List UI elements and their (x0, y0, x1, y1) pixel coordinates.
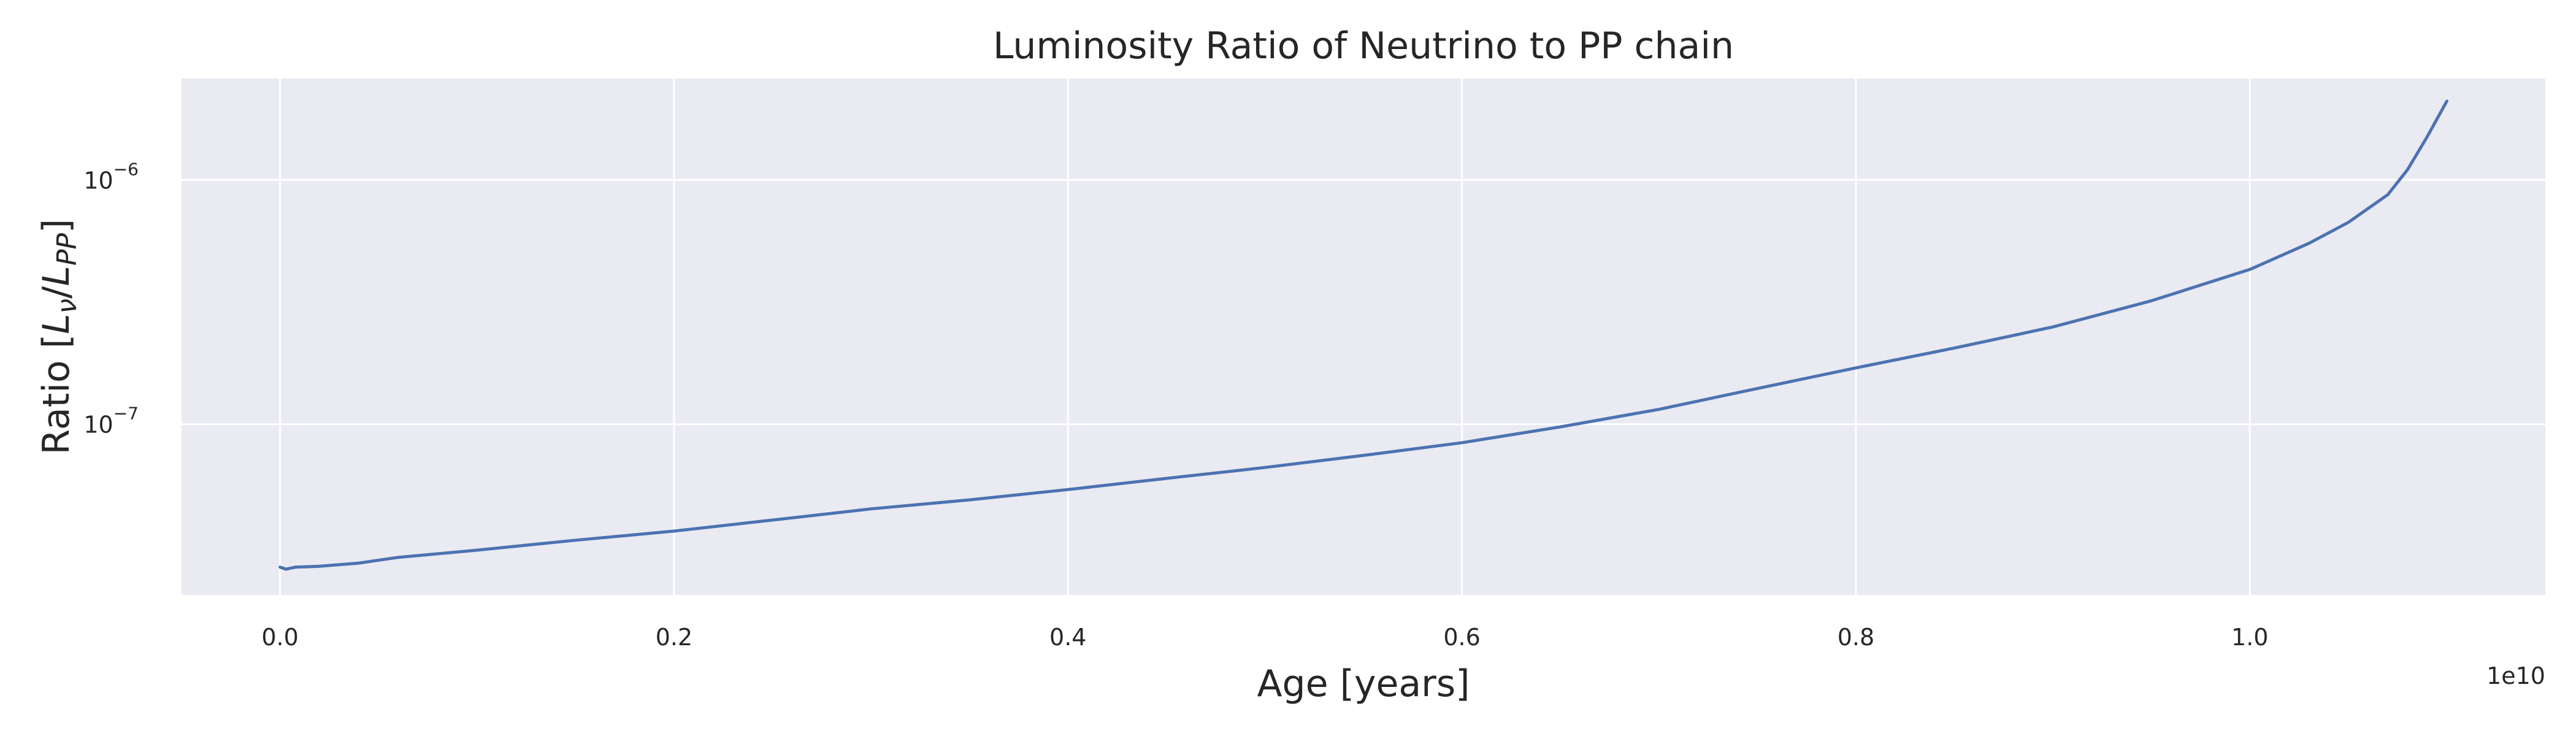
y-axis-label: Ratio [Lν/LPP] (35, 219, 83, 455)
grid-lines (182, 79, 2545, 595)
x-tick-label: 1.0 (2231, 624, 2268, 651)
x-axis-label: Age [years] (1257, 662, 1470, 705)
x-tick-label: 0.6 (1443, 624, 1480, 651)
series-layer (278, 99, 2448, 571)
series-line (278, 99, 2448, 571)
x-tick-label: 0.0 (261, 624, 298, 651)
x-tick-label: 0.2 (656, 624, 692, 651)
x-tick-label: 0.4 (1049, 624, 1086, 651)
plot-background (182, 79, 2545, 595)
x-tick-label: 0.8 (1838, 624, 1874, 651)
x-axis-offset-label: 1e10 (2486, 662, 2545, 689)
tick-labels: 0.0 0.2 0.4 0.6 0.8 1.0 10−7 10−6 (83, 159, 2268, 651)
y-tick-label: 10−7 (83, 404, 139, 439)
chart-title: Luminosity Ratio of Neutrino to PP chain (993, 25, 1734, 67)
y-tick-label: 10−6 (83, 159, 139, 194)
